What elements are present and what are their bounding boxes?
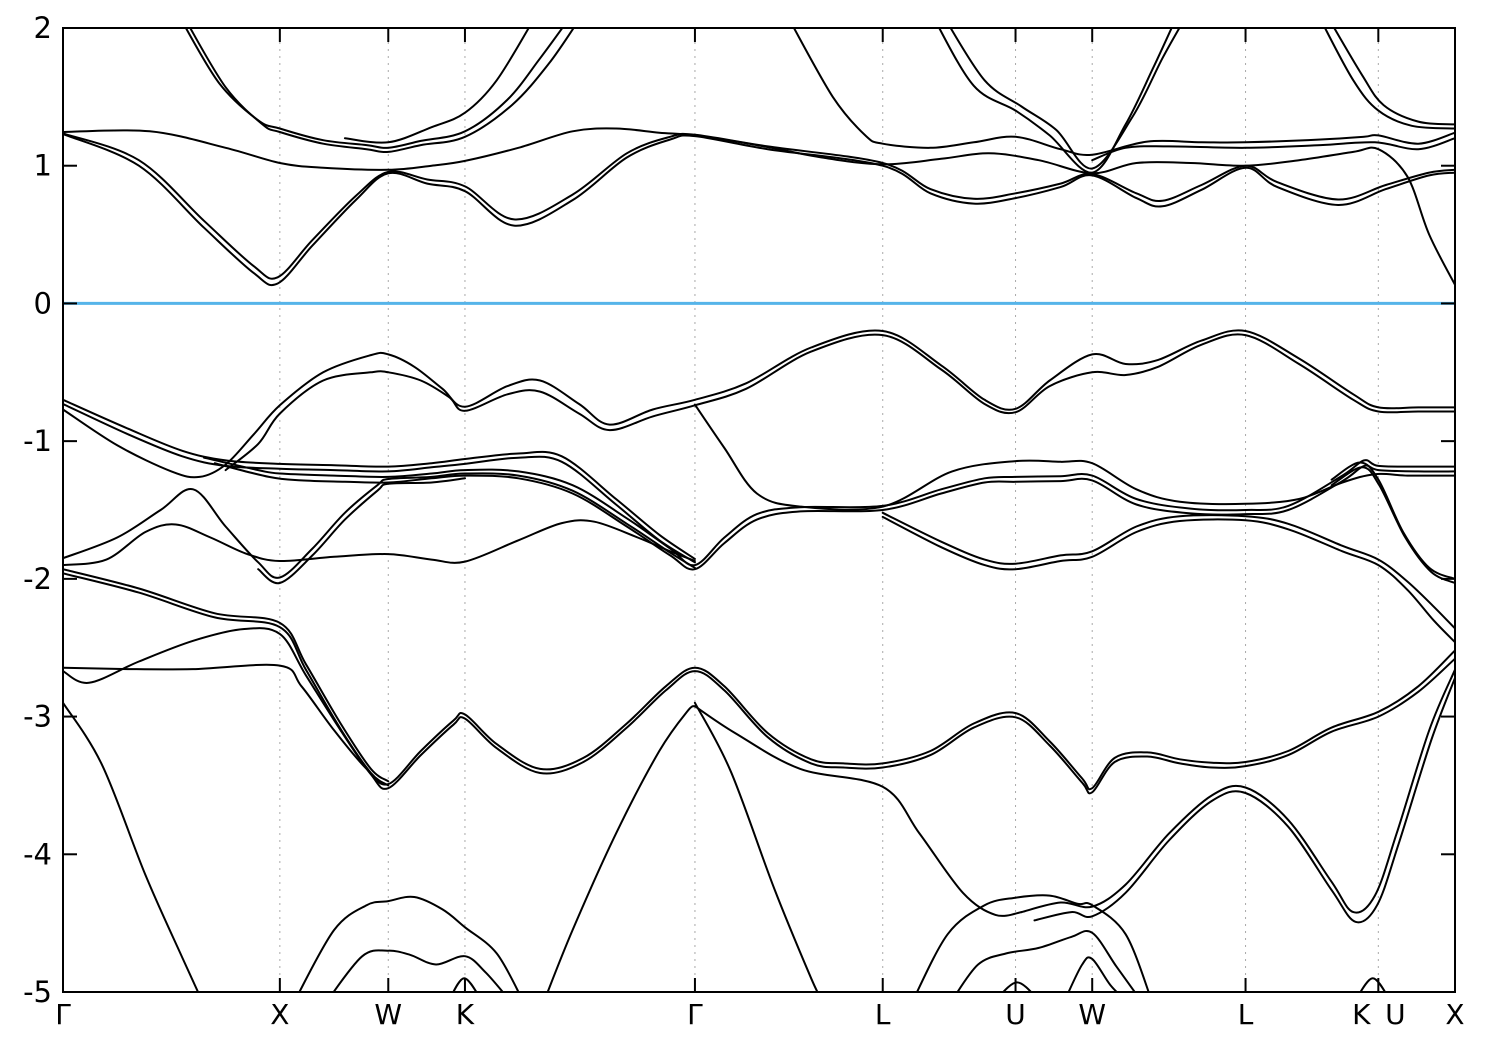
band-curve-val-gamma2-single bbox=[693, 403, 1455, 511]
x-tick-label: K bbox=[1352, 998, 1371, 1031]
y-tick-label: -5 bbox=[23, 975, 52, 1009]
band-curve-val-low-pair-b bbox=[881, 515, 1455, 644]
band-curve-deep-main-b bbox=[63, 627, 1455, 795]
band-curve-val-xvalley-twin bbox=[257, 477, 466, 585]
band-curve-deep-KU-bump bbox=[1359, 977, 1387, 992]
band-curve-deep-free-left bbox=[63, 701, 200, 992]
band-curve-val-x23-dive-a bbox=[63, 568, 390, 783]
band-curve-deep-gamma2-L bbox=[693, 705, 1023, 917]
band-curve-val-plunge-a bbox=[1330, 461, 1455, 580]
x-tick-label: Γ bbox=[55, 998, 71, 1031]
y-tick-label: 1 bbox=[34, 149, 52, 183]
x-tick-label: Γ bbox=[687, 998, 703, 1031]
band-curve-cond-steep-right-a bbox=[1323, 28, 1455, 130]
band-curve-val-plunge-b bbox=[1330, 466, 1455, 584]
band-curve-val-flat-a bbox=[203, 456, 1455, 567]
band-curve-deep-W1-2 bbox=[332, 949, 505, 992]
band-curve-cond-steep-left-b bbox=[189, 28, 575, 154]
y-tick-label: 0 bbox=[34, 286, 52, 320]
band-curves bbox=[63, 28, 1455, 992]
band-curve-deep-U-bump bbox=[1001, 981, 1033, 992]
band-curve-val-peaks-b bbox=[224, 333, 1455, 472]
band-curve-cond-steep-right-b bbox=[1333, 28, 1455, 126]
plot-border bbox=[62, 27, 1456, 993]
band-curve-val-top-b bbox=[63, 403, 696, 564]
band-curve-deep-W1-1 bbox=[298, 895, 520, 992]
x-tick-label: L bbox=[875, 998, 891, 1031]
band-curve-deep-dome-b bbox=[1033, 677, 1455, 924]
band-curve-deep-rise-gamma2 bbox=[546, 705, 696, 992]
band-curve-deep-W2-arch bbox=[1067, 956, 1119, 992]
x-tick-label: W bbox=[1078, 998, 1106, 1031]
band-curve-cond-U-steep-a bbox=[938, 28, 1173, 174]
band-curve-cond-flat bbox=[63, 127, 1455, 286]
x-tick-label: X bbox=[270, 998, 289, 1031]
x-tick-label: K bbox=[456, 998, 475, 1031]
y-tick-label: -2 bbox=[23, 562, 52, 596]
y-tick-label: -1 bbox=[23, 424, 52, 458]
band-curve-val-peaks-a bbox=[63, 329, 1455, 479]
band-curve-cond-steep-left-c bbox=[343, 28, 530, 144]
band-curve-val-low-pair-a bbox=[881, 511, 1455, 630]
band-curve-val-top-a bbox=[63, 398, 696, 560]
x-tick-label: L bbox=[1238, 998, 1254, 1031]
band-curve-cond-U-steep-b bbox=[949, 28, 1181, 170]
band-curve-val-flat-b bbox=[213, 462, 1455, 571]
band-curve-val-xvalley bbox=[63, 472, 696, 579]
band-curve-val-wiggle bbox=[63, 519, 696, 567]
y-tick-label: -3 bbox=[23, 700, 52, 734]
band-curve-cond-mid-flat-b bbox=[1091, 137, 1455, 162]
y-tick-label: -4 bbox=[23, 837, 52, 871]
band-curve-cond-mid-flat-a bbox=[792, 28, 1455, 156]
band-curve-deep-UW2-1 bbox=[915, 894, 1150, 992]
band-curve-cond-lowest-a bbox=[63, 133, 1455, 287]
x-tick-label: W bbox=[374, 998, 402, 1031]
x-tick-label: U bbox=[1385, 998, 1406, 1031]
x-tick-label: X bbox=[1445, 998, 1464, 1031]
x-tick-label: U bbox=[1005, 998, 1026, 1031]
band-curve-deep-dome-a bbox=[1020, 668, 1455, 914]
y-tick-label: 2 bbox=[34, 11, 52, 45]
band-curve-deep-free-right bbox=[693, 701, 819, 992]
band-curve-deep-UW2-2 bbox=[956, 929, 1136, 992]
